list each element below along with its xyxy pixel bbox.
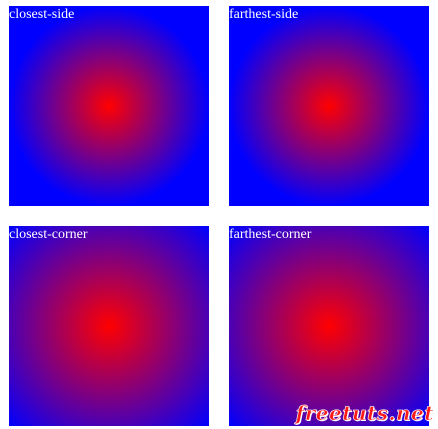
gradient-box-closest-corner: closest-corner — [9, 226, 209, 426]
box-label-closest-corner: closest-corner — [9, 227, 88, 242]
box-label-farthest-corner: farthest-corner — [229, 227, 312, 242]
box-label-farthest-side: farthest-side — [229, 7, 299, 22]
watermark-logo: freetuts.net — [295, 401, 434, 426]
gradient-box-farthest-corner: farthest-corner — [229, 226, 429, 426]
box-label-closest-side: closest-side — [9, 7, 75, 22]
gradient-box-closest-side: closest-side — [9, 6, 209, 206]
gradient-box-farthest-side: farthest-side — [229, 6, 429, 206]
